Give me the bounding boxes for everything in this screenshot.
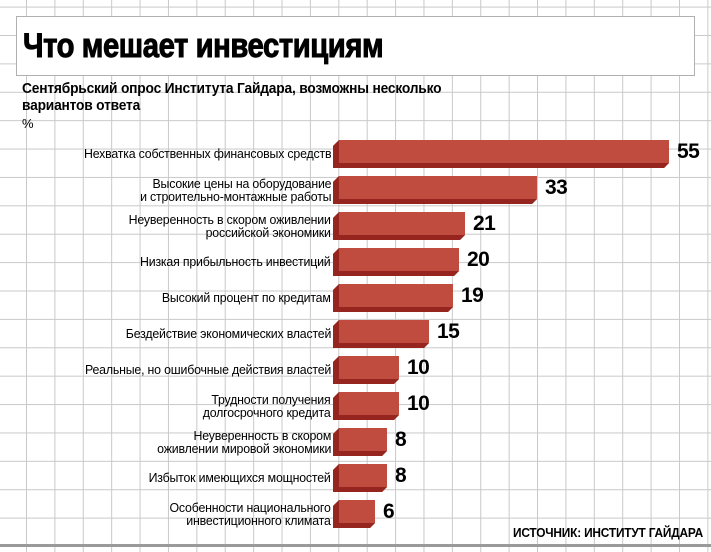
- bar: [333, 320, 429, 348]
- value-label: 8: [395, 463, 407, 487]
- bar: [333, 176, 537, 204]
- bar: [333, 140, 669, 168]
- page-title: Что мешает инвестициям: [23, 26, 384, 65]
- chart-row: Нехватка собственных финансовых средств 5…: [0, 140, 711, 168]
- value-label: 10: [407, 391, 430, 415]
- value-label: 55: [677, 139, 700, 163]
- bar: [333, 284, 453, 312]
- bar: [333, 500, 375, 528]
- category-label: Низкая прибыльность инвестиций: [140, 254, 332, 270]
- chart-row: Реальные, но ошибочные действия властей 1…: [0, 356, 711, 384]
- chart-row: Особенности национального инвестиционног…: [0, 500, 711, 528]
- bar: [333, 392, 399, 420]
- value-label: 21: [473, 211, 496, 235]
- chart-rows: Нехватка собственных финансовых средств 5…: [0, 140, 711, 540]
- source-credit: ИСТОЧНИК: ИНСТИТУТ ГАЙДАРА: [513, 526, 703, 540]
- chart-subtitle: Сентябрьский опрос Института Гайдара, во…: [22, 81, 442, 114]
- value-label: 6: [383, 499, 395, 523]
- category-label: Высокий процент по кредитам: [162, 290, 331, 306]
- title-box: Что мешает инвестициям: [16, 16, 695, 76]
- category-label: Нехватка собственных финансовых средств: [83, 146, 332, 162]
- bar: [333, 428, 387, 456]
- chart-row: Избыток имеющихся мощностей 8: [0, 464, 711, 492]
- value-label: 20: [467, 247, 490, 271]
- category-label: Избыток имеющихся мощностей: [148, 470, 331, 486]
- category-label: Неуверенность в скором оживлении российс…: [128, 211, 331, 240]
- chart-row: Неуверенность в скором оживлении мировой…: [0, 428, 711, 456]
- category-label: Реальные, но ошибочные действия властей: [84, 362, 331, 378]
- value-label: 10: [407, 355, 430, 379]
- category-label: Бездействие экономических властей: [125, 326, 332, 342]
- chart-row: Высокий процент по кредитам 19: [0, 284, 711, 312]
- bar: [333, 464, 387, 492]
- category-label: Неуверенность в скором оживлении мировой…: [156, 427, 331, 456]
- chart-row: Трудности получения долгосрочного кредит…: [0, 392, 711, 420]
- bar: [333, 212, 465, 240]
- value-label: 33: [545, 175, 568, 199]
- bar: [333, 248, 459, 276]
- chart-row: Низкая прибыльность инвестиций 20: [0, 248, 711, 276]
- chart-row: Неуверенность в скором оживлении российс…: [0, 212, 711, 240]
- value-label: 8: [395, 427, 407, 451]
- bottom-divider: [0, 544, 711, 547]
- bar: [333, 356, 399, 384]
- chart-row: Бездействие экономических властей 15: [0, 320, 711, 348]
- value-label: 15: [437, 319, 460, 343]
- category-label: Трудности получения долгосрочного кредит…: [203, 391, 331, 420]
- value-label: 19: [461, 283, 484, 307]
- category-label: Высокие цены на оборудование и строитель…: [139, 175, 331, 204]
- category-label: Особенности национального инвестиционног…: [169, 499, 331, 528]
- unit-label: %: [22, 116, 34, 131]
- chart-row: Высокие цены на оборудование и строитель…: [0, 176, 711, 204]
